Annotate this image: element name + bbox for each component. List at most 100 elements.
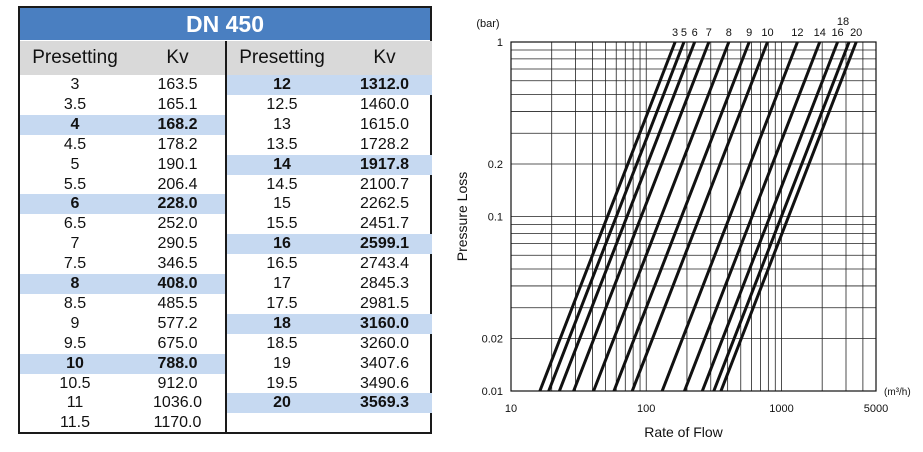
- table-row: 11 1036.0: [20, 393, 225, 413]
- header-left: Presetting Kv: [20, 41, 225, 75]
- kv-cell: 168.2: [157, 115, 198, 133]
- series-line-3: [538, 41, 677, 392]
- series-line-6: [558, 41, 697, 392]
- table-row: 15 2262.5: [227, 194, 432, 214]
- presetting-cell: 4: [70, 115, 80, 133]
- kv-cell: 228.0: [157, 195, 198, 213]
- x-tick-label: 10: [505, 403, 517, 415]
- series-line-9: [612, 41, 751, 392]
- presetting-cell: 16: [273, 235, 291, 253]
- y-tick-label: 0.2: [488, 159, 503, 171]
- kv-cell: 1615.0: [360, 115, 409, 133]
- table-row: 15.5 2451.7: [227, 214, 432, 234]
- series-label: 20: [850, 27, 862, 39]
- kv-cell: 3407.6: [360, 354, 409, 372]
- series-label: 18: [837, 16, 849, 28]
- series-label: 16: [831, 27, 843, 39]
- table-row: 10.5 912.0: [20, 374, 225, 394]
- presetting-cell: 4.5: [63, 135, 87, 153]
- table-row: 6 228.0: [20, 194, 225, 215]
- table-row: 3 163.5: [20, 75, 225, 95]
- series-label: 12: [791, 27, 803, 39]
- table-row: 16 2599.1: [227, 234, 432, 255]
- series-label: 3: [672, 27, 678, 39]
- series-label: 9: [746, 27, 752, 39]
- series-line-20: [719, 41, 858, 392]
- y-tick-label: 0.01: [482, 386, 503, 398]
- table-row: 14.5 2100.7: [227, 175, 432, 195]
- series-label: 8: [726, 27, 732, 39]
- table-row: 7 290.5: [20, 234, 225, 254]
- presetting-cell: 7: [70, 235, 80, 253]
- presetting-cell: 19.5: [266, 374, 298, 392]
- presetting-cell: 13: [273, 115, 291, 133]
- kv-cell: 485.5: [157, 294, 198, 312]
- kv-cell: 577.2: [157, 314, 198, 332]
- presetting-cell: 8: [70, 275, 80, 292]
- kv-cell: 1036.0: [153, 394, 202, 412]
- y-tick-label: 0.02: [482, 333, 503, 345]
- kv-cell: 2262.5: [360, 195, 409, 213]
- presetting-cell: 9.5: [63, 334, 87, 352]
- kv-cell: 408.0: [157, 275, 198, 292]
- presetting-cell: 5: [70, 155, 80, 173]
- kv-cell: 3490.6: [360, 374, 409, 392]
- table-row: 13 1615.0: [227, 115, 432, 135]
- series-line-12: [660, 41, 799, 392]
- presetting-cell: 15.5: [266, 215, 298, 233]
- presetting-cell: 6: [70, 195, 80, 213]
- series-label: 14: [814, 27, 826, 39]
- table-row: 5.5 206.4: [20, 175, 225, 195]
- kv-cell: 2981.5: [360, 294, 409, 312]
- table-row: 6.5 252.0: [20, 214, 225, 234]
- kv-cell: 165.1: [157, 95, 198, 113]
- x-axis-label: Rate of Flow: [644, 424, 723, 440]
- x-unit-label: (m³/h): [884, 387, 911, 398]
- presetting-cell: 11: [66, 394, 84, 412]
- kv-cell: 2599.1: [360, 235, 409, 253]
- kv-cell: 675.0: [157, 334, 198, 352]
- presetting-cell: 20: [273, 394, 291, 412]
- presetting-cell: 6.5: [63, 215, 87, 233]
- presetting-cell: 18.5: [266, 334, 298, 352]
- presetting-cell: 19: [273, 354, 291, 372]
- presetting-cell: 15: [273, 195, 291, 213]
- table-row: 7.5 346.5: [20, 254, 225, 274]
- kv-cell: 1460.0: [360, 95, 409, 113]
- kv-cell: 1170.0: [153, 414, 202, 432]
- presetting-cell: 14: [273, 155, 291, 173]
- kv-cell: 2451.7: [360, 215, 409, 233]
- table-row: 17.5 2981.5: [227, 294, 432, 314]
- y-tick-label: 1: [497, 37, 503, 49]
- kv-cell: 912.0: [157, 374, 198, 392]
- series-label: 6: [692, 27, 698, 39]
- presetting-cell: 12.5: [266, 95, 298, 113]
- kv-cell: 788.0: [157, 354, 198, 372]
- kv-cell: 346.5: [157, 255, 198, 273]
- kv-cell: 290.5: [157, 235, 198, 253]
- kv-cell: 3160.0: [360, 314, 409, 332]
- column-divider: [225, 41, 227, 434]
- presetting-cell: 14.5: [266, 175, 298, 193]
- table-row: 9 577.2: [20, 314, 225, 334]
- table-title: DN 450: [20, 8, 430, 40]
- presetting-cell: 17: [273, 275, 291, 292]
- series-label: 10: [761, 27, 773, 39]
- presetting-cell: 13.5: [266, 135, 298, 153]
- presetting-cell: 16.5: [266, 255, 298, 273]
- kv-cell: 3569.3: [360, 394, 409, 412]
- presetting-cell: 3: [70, 76, 80, 93]
- y-axis-label: Pressure Loss: [454, 172, 470, 261]
- kv-cell: 1917.8: [360, 155, 409, 173]
- table-row: 13.5 1728.2: [227, 135, 432, 155]
- series-line-5: [547, 41, 686, 392]
- table-row: 8.5 485.5: [20, 294, 225, 314]
- kv-cell: 3260.0: [360, 334, 409, 352]
- table-row: 9.5 675.0: [20, 334, 225, 354]
- kv-cell: 206.4: [157, 175, 198, 193]
- x-tick-label: 100: [637, 403, 655, 415]
- presetting-cell: 18: [273, 314, 291, 332]
- kv-cell: 190.1: [157, 155, 198, 173]
- table-row: 3.5 165.1: [20, 95, 225, 115]
